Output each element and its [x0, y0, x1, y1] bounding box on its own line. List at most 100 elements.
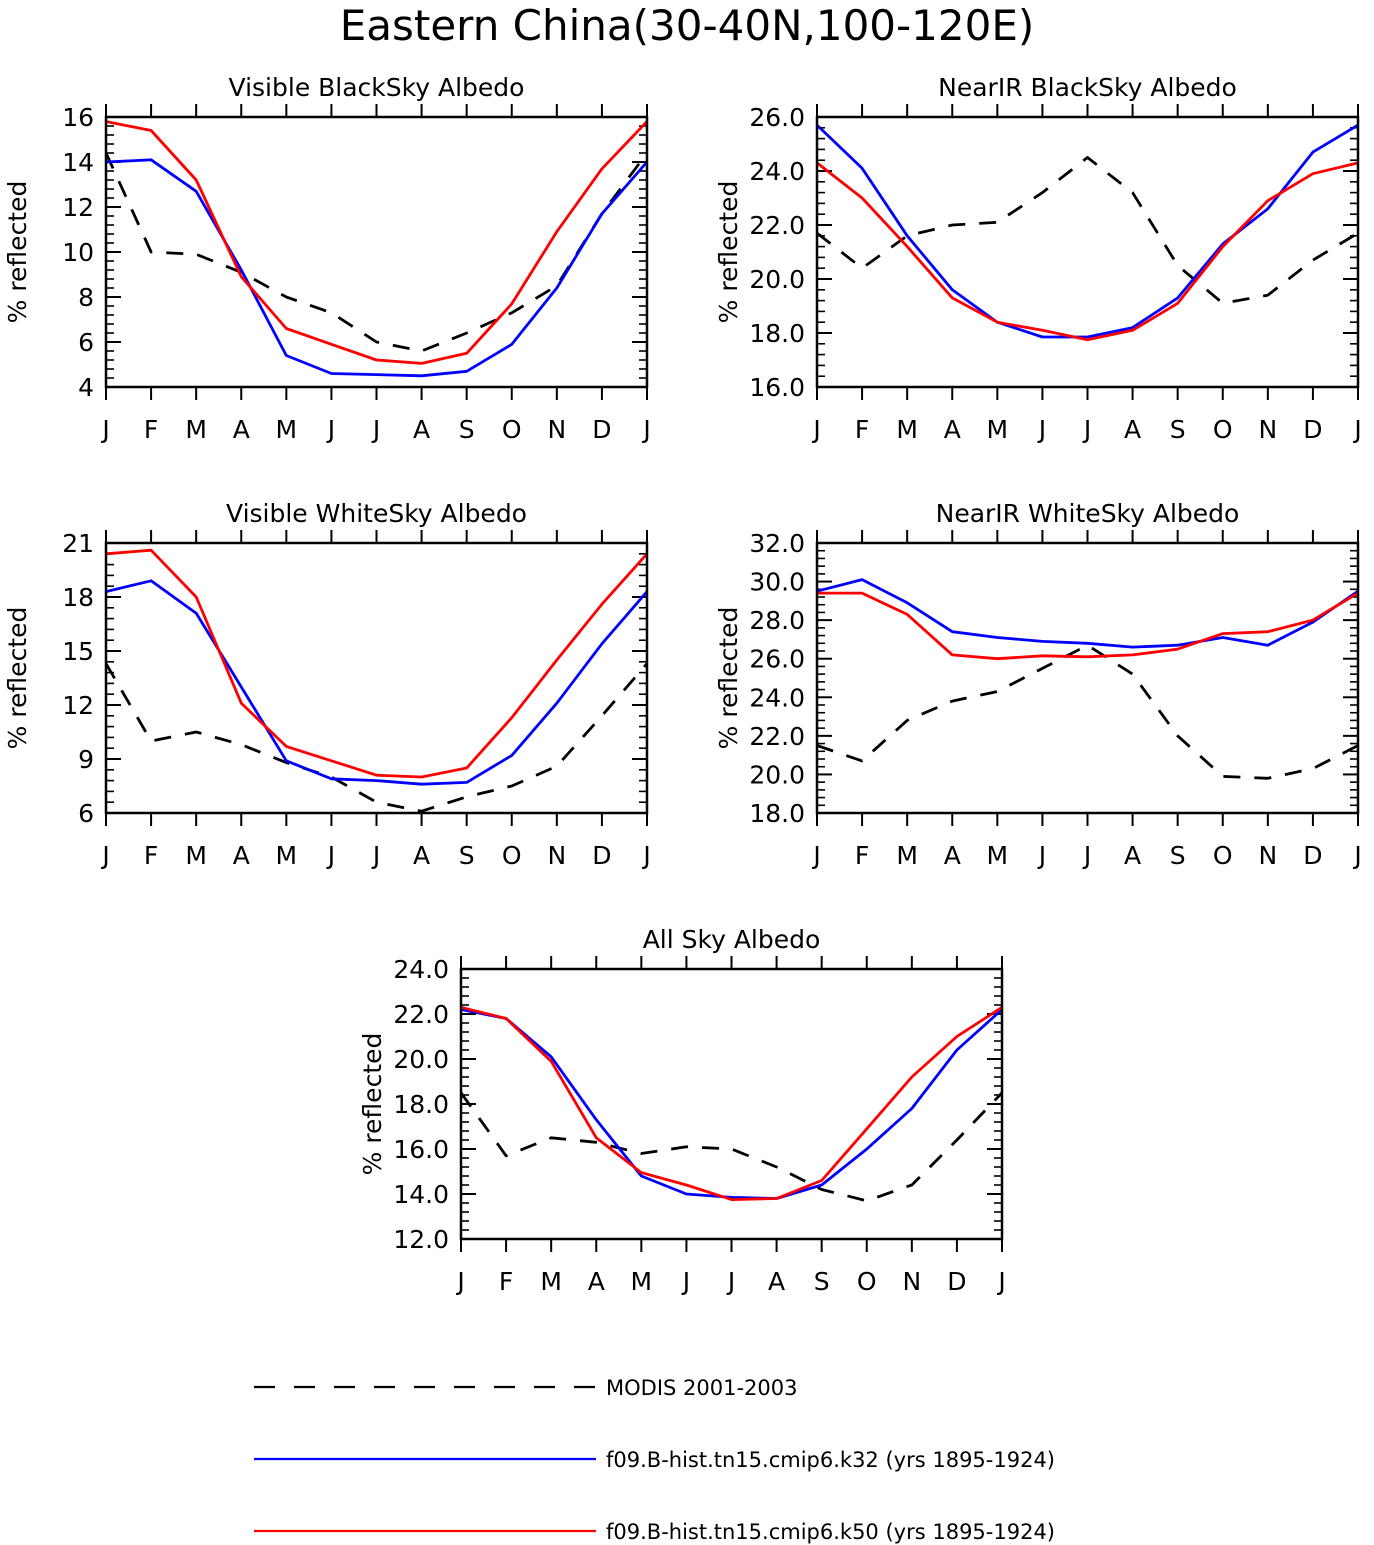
x-tick-label: J	[100, 415, 109, 444]
x-tick-label: J	[1082, 415, 1091, 444]
legend-label-k50: f09.B-hist.tn15.cmip6.k50 (yrs 1895-1924…	[606, 1520, 1055, 1544]
x-tick-label: J	[1037, 415, 1046, 444]
series-line-k50	[816, 161, 1359, 342]
chart-title: NearIR BlackSky Albedo	[938, 73, 1237, 102]
x-tick-label: A	[588, 1267, 605, 1296]
y-tick-label: 18.0	[393, 1090, 449, 1119]
y-tick-label: 22.0	[749, 722, 805, 751]
x-tick-label: O	[1213, 841, 1233, 870]
y-tick-label: 12.0	[393, 1225, 449, 1254]
chart-title: Visible WhiteSky Albedo	[226, 499, 527, 528]
x-tick-label: A	[233, 415, 250, 444]
x-tick-label: M	[631, 1267, 653, 1296]
x-tick-label: N	[1258, 415, 1277, 444]
x-tick-label: J	[641, 841, 650, 870]
x-tick-label: J	[726, 1267, 735, 1296]
series-line-modis	[459, 1091, 1004, 1203]
y-tick-label: 21	[62, 529, 94, 558]
series-line-k50	[105, 548, 649, 779]
figure-title: Eastern China(30-40N,100-120E)	[340, 1, 1035, 50]
y-tick-label: 24.0	[749, 683, 805, 712]
y-axis-label: % reflected	[714, 607, 743, 750]
y-tick-label: 14.0	[393, 1180, 449, 1209]
y-tick-label: 8	[78, 283, 94, 312]
y-axis-label: % reflected	[3, 607, 32, 750]
plot-frame	[459, 967, 1004, 1241]
x-tick-label: N	[547, 415, 566, 444]
x-tick-label: J	[1352, 415, 1361, 444]
series-line-modis	[816, 156, 1359, 305]
series-line-k50	[817, 591, 1359, 661]
x-tick-label: F	[144, 415, 158, 444]
x-tick-label: O	[502, 841, 522, 870]
x-tick-label: D	[1303, 415, 1322, 444]
x-tick-label: J	[1037, 841, 1046, 870]
x-tick-label: F	[499, 1267, 513, 1296]
x-tick-label: M	[896, 415, 918, 444]
y-tick-label: 20.0	[749, 265, 805, 294]
x-tick-label: A	[944, 415, 961, 444]
x-tick-label: S	[459, 841, 475, 870]
series-line-modis	[104, 152, 649, 353]
y-tick-label: 16.0	[749, 373, 805, 402]
plot-frame	[815, 541, 1360, 815]
x-tick-label: J	[811, 841, 820, 870]
legend: MODIS 2001-2003 f09.B-hist.tn15.cmip6.k32…	[254, 1376, 1055, 1544]
y-tick-label: 28.0	[749, 606, 805, 635]
x-tick-label: J	[371, 841, 380, 870]
x-tick-label: D	[1303, 841, 1322, 870]
x-tick-label: M	[987, 415, 1009, 444]
y-tick-label: 12	[62, 193, 94, 222]
x-tick-label: J	[326, 415, 335, 444]
x-tick-label: M	[987, 841, 1009, 870]
x-tick-label: S	[1170, 415, 1186, 444]
chart-title: Visible BlackSky Albedo	[229, 73, 525, 102]
legend-label-k32: f09.B-hist.tn15.cmip6.k32 (yrs 1895-1924…	[606, 1448, 1055, 1472]
x-tick-label: N	[1258, 841, 1277, 870]
y-tick-label: 18.0	[749, 319, 805, 348]
plot-frame	[104, 115, 649, 389]
y-tick-label: 24.0	[393, 955, 449, 984]
x-tick-label: A	[944, 841, 961, 870]
y-tick-label: 14	[62, 148, 94, 177]
y-axis-label: % reflected	[358, 1033, 387, 1176]
x-tick-label: F	[855, 415, 869, 444]
y-tick-label: 15	[62, 637, 94, 666]
x-tick-label: M	[896, 841, 918, 870]
x-tick-label: M	[276, 841, 298, 870]
x-tick-label: A	[413, 841, 430, 870]
y-tick-label: 9	[78, 745, 94, 774]
y-tick-label: 4	[78, 373, 94, 402]
legend-label-modis: MODIS 2001-2003	[606, 1376, 797, 1400]
x-tick-label: J	[455, 1267, 464, 1296]
x-tick-label: F	[855, 841, 869, 870]
x-tick-label: S	[814, 1267, 830, 1296]
x-tick-label: A	[233, 841, 250, 870]
x-tick-label: J	[371, 415, 380, 444]
x-tick-label: M	[185, 841, 207, 870]
y-tick-label: 6	[78, 799, 94, 828]
series-line-modis	[816, 643, 1359, 780]
y-tick-label: 16.0	[393, 1135, 449, 1164]
y-tick-label: 22.0	[749, 211, 805, 240]
series-line-k32	[816, 578, 1359, 649]
x-tick-label: O	[502, 415, 522, 444]
x-tick-label: N	[902, 1267, 921, 1296]
y-tick-label: 26.0	[749, 103, 805, 132]
y-tick-label: 20.0	[749, 760, 805, 789]
series-line-k32	[105, 158, 649, 378]
y-axis-label: % reflected	[714, 181, 743, 324]
y-tick-label: 18	[62, 583, 94, 612]
series-line-k32	[816, 123, 1359, 339]
x-tick-label: S	[459, 415, 475, 444]
y-tick-label: 20.0	[393, 1045, 449, 1074]
chart-title: NearIR WhiteSky Albedo	[936, 499, 1240, 528]
y-axis-label: % reflected	[3, 181, 32, 324]
x-tick-label: A	[1124, 841, 1141, 870]
y-tick-label: 32.0	[749, 529, 805, 558]
